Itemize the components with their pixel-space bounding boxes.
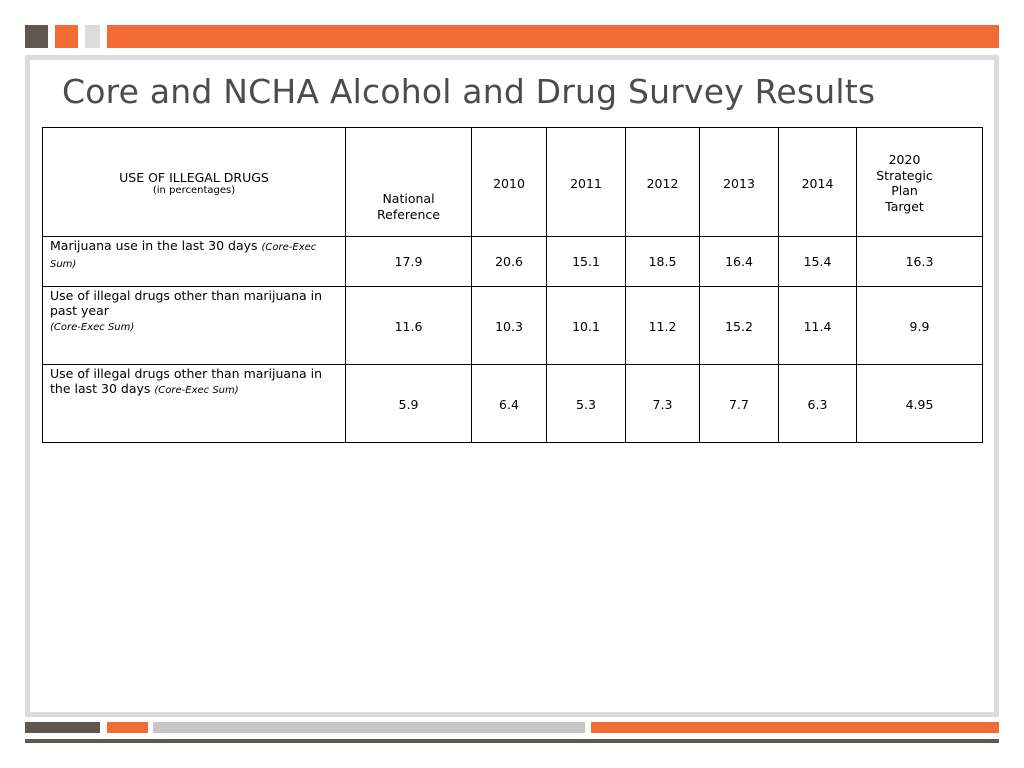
header-national-reference-line1: National (382, 191, 435, 206)
header-year-2014: 2014 (778, 127, 857, 237)
cell-national-reference: 17.9 (345, 236, 472, 287)
header-target-line: Target (885, 198, 924, 214)
decor-bottom-line (25, 739, 999, 743)
header-strategic-target: 2020 Strategic Plan Target (856, 127, 983, 237)
row-label-cell: Use of illegal drugs other than marijuan… (42, 286, 346, 365)
row-label: Marijuana use in the last 30 days (50, 238, 258, 253)
cell-2011: 15.1 (546, 236, 626, 287)
header-year-2011: 2011 (546, 127, 626, 237)
cell-2011: 10.1 (546, 286, 626, 365)
header-national-reference: National Reference (345, 127, 472, 237)
cell-2011: 5.3 (546, 364, 626, 443)
decor-top-bar (107, 25, 999, 48)
cell-2013: 16.4 (699, 236, 779, 287)
cell-2012: 11.2 (625, 286, 700, 365)
slide-title: Core and NCHA Alcohol and Drug Survey Re… (62, 72, 876, 111)
decor-square-dark (25, 25, 48, 48)
cell-target: 9.9 (856, 286, 983, 365)
header-year-2010: 2010 (471, 127, 547, 237)
header-year-2012: 2012 (625, 127, 700, 237)
decor-bottom-bar-orange-long (591, 722, 999, 733)
row-label-cell: Marijuana use in the last 30 days (Core-… (42, 236, 346, 287)
row-source: (Core-Exec Sum) (50, 322, 135, 333)
decor-bottom-bar-gray (153, 722, 585, 733)
decor-square-orange (55, 25, 78, 48)
cell-target: 16.3 (856, 236, 983, 287)
table-header-row: USE OF ILLEGAL DRUGS (in percentages) Na… (42, 127, 983, 237)
cell-2013: 15.2 (699, 286, 779, 365)
table-row: Marijuana use in the last 30 days (Core-… (42, 236, 983, 287)
cell-national-reference: 11.6 (345, 286, 472, 365)
cell-2010: 20.6 (471, 236, 547, 287)
cell-2014: 15.4 (778, 236, 857, 287)
header-target-line: Plan (891, 183, 918, 198)
header-national-reference-line2: Reference (377, 207, 440, 222)
table-row: Use of illegal drugs other than marijuan… (42, 286, 983, 365)
header-category-cell: USE OF ILLEGAL DRUGS (in percentages) (42, 127, 346, 237)
header-year-label: 2011 (570, 176, 602, 191)
decor-square-gray (85, 25, 100, 48)
header-year-label: 2012 (646, 176, 679, 191)
header-year-2013: 2013 (699, 127, 779, 237)
decor-bottom-bar-orange-short (107, 722, 148, 733)
cell-2012: 7.3 (625, 364, 700, 443)
cell-2014: 11.4 (778, 286, 857, 365)
header-main-label: USE OF ILLEGAL DRUGS (119, 170, 269, 185)
cell-2014: 6.3 (778, 364, 857, 443)
cell-2010: 6.4 (471, 364, 547, 443)
cell-2013: 7.7 (699, 364, 779, 443)
header-year-label: 2010 (493, 176, 525, 191)
header-year-label: 2014 (801, 176, 834, 191)
table-row: Use of illegal drugs other than marijuan… (42, 364, 983, 443)
survey-table: USE OF ILLEGAL DRUGS (in percentages) Na… (42, 127, 983, 443)
row-source: (Core-Exec Sum) (50, 242, 317, 270)
row-label: Use of illegal drugs other than marijuan… (50, 288, 323, 318)
header-target-line: 2020 (888, 152, 921, 167)
decor-bottom-bar-dark (25, 722, 100, 733)
row-source: (Core-Exec Sum) (154, 385, 239, 396)
cell-2012: 18.5 (625, 236, 700, 287)
header-target-line: Strategic (876, 167, 933, 183)
cell-2010: 10.3 (471, 286, 547, 365)
cell-target: 4.95 (856, 364, 983, 443)
row-label-cell: Use of illegal drugs other than marijuan… (42, 364, 346, 443)
header-sub-label: (in percentages) (152, 185, 236, 196)
header-year-label: 2013 (723, 176, 755, 191)
cell-national-reference: 5.9 (345, 364, 472, 443)
row-label: Use of illegal drugs other than marijuan… (50, 366, 323, 396)
